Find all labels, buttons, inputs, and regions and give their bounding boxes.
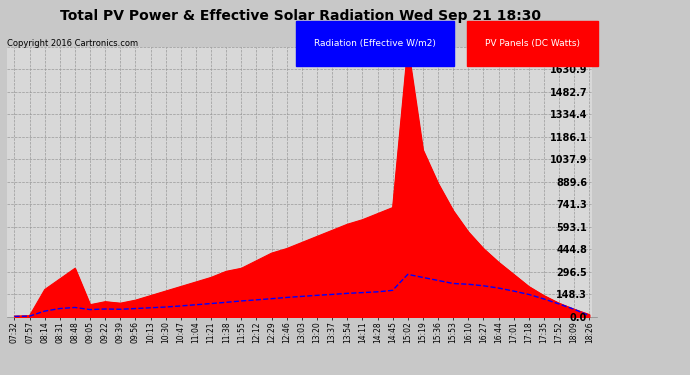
Text: Total PV Power & Effective Solar Radiation Wed Sep 21 18:30: Total PV Power & Effective Solar Radiati…: [59, 9, 541, 23]
Text: Copyright 2016 Cartronics.com: Copyright 2016 Cartronics.com: [7, 39, 138, 48]
Text: PV Panels (DC Watts): PV Panels (DC Watts): [485, 39, 580, 48]
Text: Radiation (Effective W/m2): Radiation (Effective W/m2): [314, 39, 436, 48]
